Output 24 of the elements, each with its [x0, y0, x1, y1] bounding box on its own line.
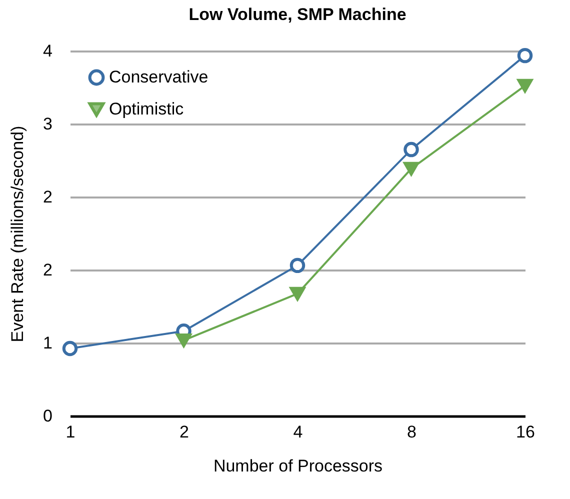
legend-label: Conservative — [109, 68, 208, 86]
point — [290, 286, 306, 301]
x-axis-title: Number of Processors — [213, 456, 383, 476]
chart-title: Low Volume, SMP Machine — [188, 5, 406, 24]
point — [404, 162, 419, 176]
y-tick-label: 2 — [43, 260, 52, 280]
y-axis-title: Event Rate (millions/second) — [8, 126, 28, 342]
point — [62, 340, 78, 356]
y-tick-label: 1 — [43, 334, 52, 352]
y-tick-label: 3 — [43, 114, 52, 134]
x-tick-label: 4 — [293, 422, 303, 442]
x-tick-label: 2 — [180, 422, 189, 442]
point — [404, 142, 419, 158]
legend-label: Optimistic — [109, 100, 184, 118]
x-tick-label: 16 — [516, 422, 535, 442]
x-tick-label: 8 — [407, 422, 416, 442]
y-tick-label: 2 — [43, 188, 52, 206]
point — [517, 78, 533, 92]
x-tick-label: 1 — [66, 422, 76, 442]
point — [517, 48, 533, 64]
point — [290, 258, 306, 274]
y-tick-label: 4 — [43, 42, 52, 60]
y-tick-label: 0 — [43, 406, 52, 426]
point — [176, 333, 192, 348]
